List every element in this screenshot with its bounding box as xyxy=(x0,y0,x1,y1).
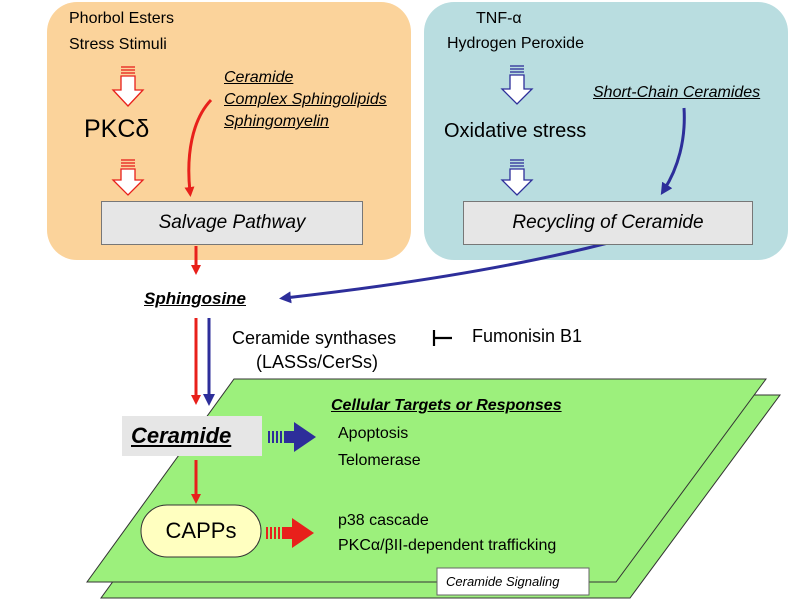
salvage-pathway-label: Salvage Pathway xyxy=(158,212,306,233)
ceramide-synthases-label: Ceramide synthases xyxy=(232,328,397,348)
ceramide-label: Ceramide xyxy=(131,423,232,448)
left-panel xyxy=(47,2,411,260)
right-inducer-1: TNF-α xyxy=(476,10,522,27)
capps-oval xyxy=(140,504,262,558)
hollow-blue-arrow-1 xyxy=(500,65,534,105)
response-telomerase: Telomerase xyxy=(338,452,421,469)
ceramide-signaling-tag: Ceramide Signaling xyxy=(446,574,560,589)
response-pkc-trafficking: PKCα/βII-dependent trafficking xyxy=(338,537,557,554)
recycling-to-sphingosine-arrow xyxy=(279,241,609,304)
lass-cers-label: (LASSs/CerSs) xyxy=(256,352,379,372)
short-chain-to-recycling-arrow xyxy=(660,107,686,196)
pkc-delta-label: PKCδ xyxy=(84,115,150,143)
lipid-ceramide: Ceramide xyxy=(224,69,294,86)
salvage-pathway-box: Salvage Pathway xyxy=(101,201,363,245)
left-inducer-2: Stress Stimuli xyxy=(69,36,167,53)
recycling-of-ceramide-label: Recycling of Ceramide xyxy=(512,212,704,233)
short-chain-ceramides-label: Short-Chain Ceramides xyxy=(593,84,761,101)
hollow-red-arrow-2 xyxy=(111,159,145,196)
fumonisin-b1-label: Fumonisin B1 xyxy=(472,326,583,346)
capps-label: CAPPs xyxy=(165,518,237,543)
lipids-to-salvage-arrow xyxy=(184,98,213,197)
cellular-targets-heading: Cellular Targets or Responses xyxy=(331,397,562,414)
ceramide-box xyxy=(122,416,262,456)
capps-response-arrow xyxy=(266,518,314,548)
hollow-red-arrow-1 xyxy=(111,66,145,107)
fumonisin-inhibition-mark xyxy=(432,330,452,346)
sphingosine-label: Sphingosine xyxy=(144,289,246,308)
lipid-sphingomyelin: Sphingomyelin xyxy=(224,113,329,130)
ceramide-signaling-tag-box xyxy=(436,567,590,596)
right-inducer-2: Hydrogen Peroxide xyxy=(447,35,584,52)
response-p38-cascade: p38 cascade xyxy=(338,512,429,529)
ceramide-response-arrow xyxy=(268,422,316,452)
left-inducer-1: Phorbol Esters xyxy=(69,10,174,27)
lipid-complex-sphingolipids: Complex Sphingolipids xyxy=(224,91,387,108)
oxidative-stress-label: Oxidative stress xyxy=(444,120,587,142)
response-apoptosis: Apoptosis xyxy=(338,425,409,442)
recycling-of-ceramide-box: Recycling of Ceramide xyxy=(463,201,753,245)
hollow-blue-arrow-2 xyxy=(500,159,534,196)
